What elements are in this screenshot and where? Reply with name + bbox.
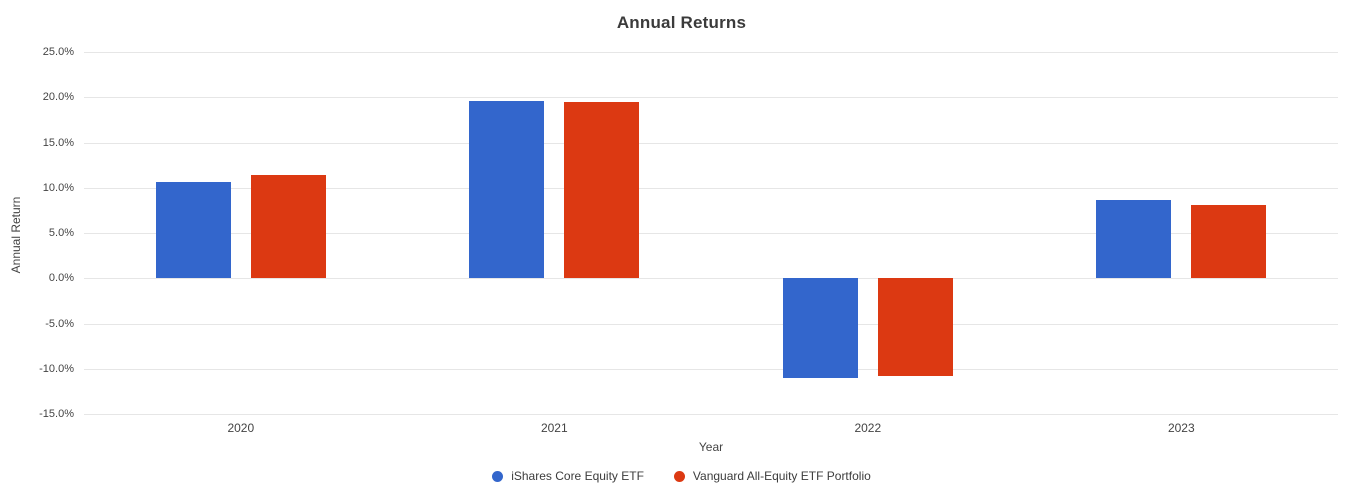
gridline-15 (84, 142, 1338, 144)
bar-ishares-core-equity-etf-2022[interactable] (782, 278, 858, 378)
gridline-0 (84, 278, 1338, 280)
y-axis-tick-label: -5.0% (45, 317, 74, 330)
chart-title: Annual Returns (616, 13, 747, 32)
y-axis-tick-label: 10.0% (42, 181, 74, 194)
legend: iShares Core Equity ETF Vanguard All-Equi… (0, 469, 1363, 483)
gridline-5 (84, 233, 1338, 234)
legend-marker-icon (492, 470, 504, 482)
bar-ishares-core-equity-etf-2021[interactable] (469, 100, 545, 279)
x-axis-tick-label: 2022 (854, 421, 882, 435)
bar-ishares-core-equity-etf-2020[interactable] (155, 182, 231, 279)
gridline-10 (84, 187, 1338, 189)
legend-label: iShares Core Equity ETF (511, 469, 644, 483)
y-axis-tick-label: 20.0% (42, 91, 74, 104)
y-axis-tick-label: 0.0% (48, 272, 74, 285)
x-axis-tick-label: 2020 (227, 421, 255, 435)
y-axis-tick-label: 5.0% (48, 227, 74, 239)
bar-ishares-core-equity-etf-2023[interactable] (1096, 200, 1172, 279)
x-axis-title: Year (698, 440, 724, 454)
gridline--10 (84, 368, 1338, 370)
gridline-25 (84, 52, 1338, 53)
legend-item-ishares-core-equity-etf[interactable]: iShares Core Equity ETF (492, 469, 644, 483)
legend-item-vanguard-all-equity-etf-portfolio[interactable]: Vanguard All-Equity ETF Portfolio (673, 469, 871, 483)
legend-label: Vanguard All-Equity ETF Portfolio (692, 469, 871, 483)
bar-vanguard-all-equity-etf-portfolio-2023[interactable] (1191, 204, 1267, 279)
y-axis-tick-label: 15.0% (42, 136, 74, 149)
gridline--5 (84, 323, 1338, 325)
x-axis-tick-label: 2021 (540, 421, 568, 435)
y-axis-tick-label: 25.0% (42, 46, 74, 58)
legend-marker-icon (673, 470, 685, 482)
bar-vanguard-all-equity-etf-portfolio-2021[interactable] (564, 101, 640, 279)
bar-vanguard-all-equity-etf-portfolio-2020[interactable] (250, 175, 326, 279)
x-axis-tick-label: 2023 (1167, 421, 1195, 435)
plot-area (84, 52, 1338, 415)
gridline--15 (84, 414, 1338, 415)
gridline-20 (84, 97, 1338, 99)
y-axis-tick-label: -10.0% (39, 362, 74, 375)
y-axis-tick-label: -15.0% (39, 408, 74, 420)
bar-vanguard-all-equity-etf-portfolio-2022[interactable] (877, 278, 953, 376)
